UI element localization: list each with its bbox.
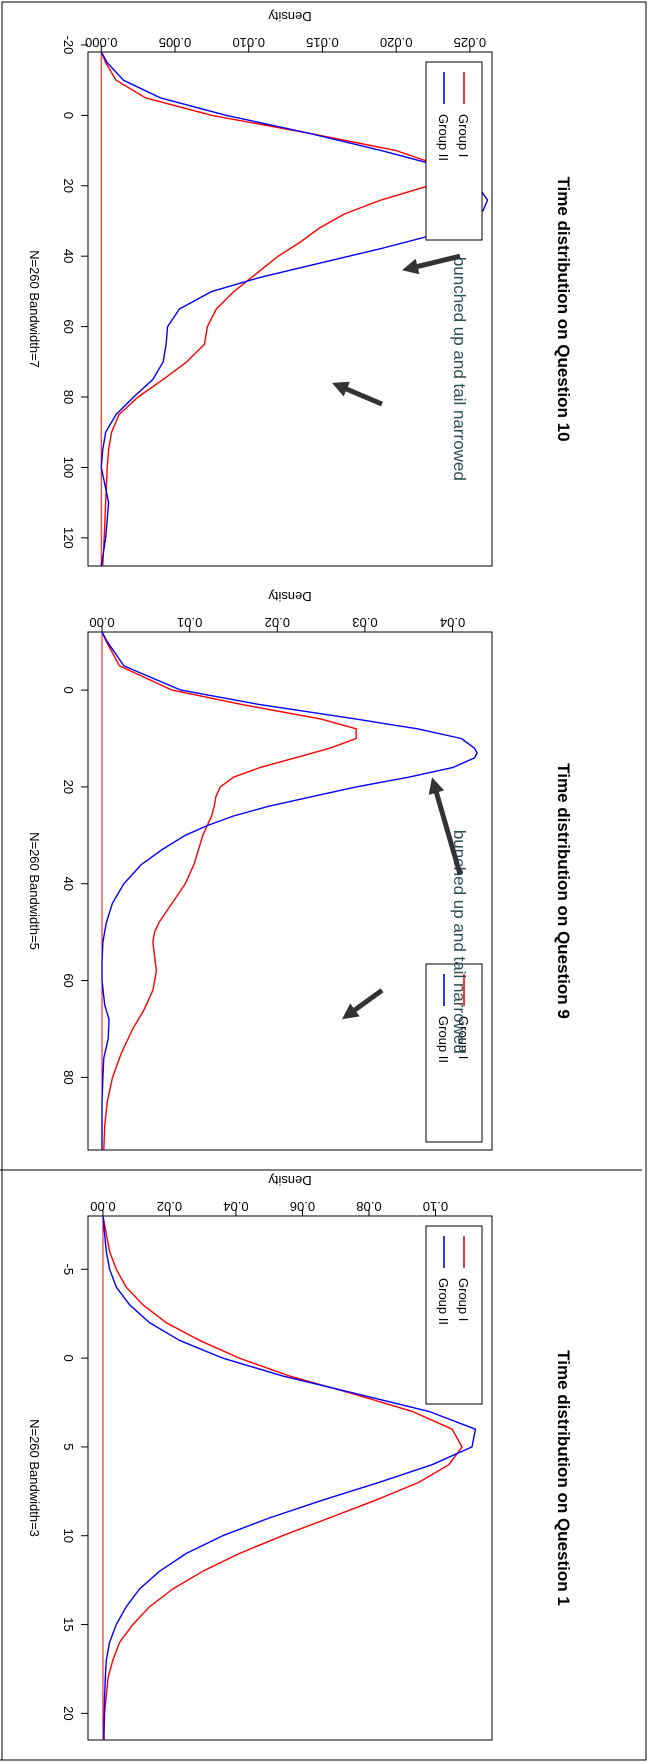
x-tick-label: 20 xyxy=(61,179,76,193)
x-tick-label: 40 xyxy=(61,877,76,891)
y-tick-label: 0.015 xyxy=(306,35,339,50)
chart-panel-2: Time distribution on Question 9 0 20 40 60 80… xyxy=(0,589,642,1171)
series-line-group-i xyxy=(101,631,357,1151)
legend-label: Group II xyxy=(436,1278,451,1325)
legend-label: Group I xyxy=(456,114,471,157)
annotation-arrow xyxy=(413,253,461,270)
legend-label: Group I xyxy=(456,1278,471,1321)
x-tick-label: 80 xyxy=(61,390,76,404)
x-tick-label: 100 xyxy=(61,457,76,479)
panels: Time distribution on Question 1 -5 0 5 10 15 2… xyxy=(0,9,642,1761)
x-axis-label: N=260 Bandwidth=7 xyxy=(27,250,42,368)
plot-box xyxy=(87,631,493,1151)
y-tick-label: 0.020 xyxy=(380,35,413,50)
x-axis-label: N=260 Bandwidth=3 xyxy=(27,1419,42,1537)
annotation-text: bunched up and tail narrowed xyxy=(450,257,469,481)
legend-label: Group II xyxy=(436,1016,451,1063)
y-axis-label: Density xyxy=(268,9,312,24)
series-line-group-i xyxy=(102,1215,463,1741)
series-line-group-ii xyxy=(101,631,478,1150)
legend-label: Group I xyxy=(456,1016,471,1059)
y-tick-label: 0.03 xyxy=(352,615,377,630)
annotation-arrowhead xyxy=(342,1003,360,1020)
annotation-arrow xyxy=(350,988,384,1015)
y-tick-label: 0.005 xyxy=(159,35,192,50)
x-tick-label: 0 xyxy=(61,112,76,119)
y-tick-label: 0.06 xyxy=(290,1199,315,1214)
x-tick-label: 40 xyxy=(61,249,76,263)
x-tick-label: 20 xyxy=(61,1706,76,1720)
x-tick-label: 60 xyxy=(61,973,76,987)
x-tick-label: -5 xyxy=(61,1264,76,1276)
y-tick-label: 0.02 xyxy=(157,1199,182,1214)
x-tick-label: 20 xyxy=(61,780,76,794)
annotation-arrowhead xyxy=(332,381,350,397)
chart-title: Time distribution on Question 10 xyxy=(554,176,573,441)
annotation-arrow xyxy=(432,788,463,875)
x-tick-label: 5 xyxy=(61,1443,76,1450)
y-tick-label: 0.010 xyxy=(232,35,265,50)
y-tick-label: 0.01 xyxy=(177,615,202,630)
y-tick-label: 0.000 xyxy=(85,35,118,50)
y-tick-label: 0.025 xyxy=(454,35,487,50)
legend-box xyxy=(425,1225,483,1405)
annotation-text: bunched up and tail narrowed xyxy=(450,830,469,1054)
legend-box xyxy=(425,61,483,241)
legend-box xyxy=(425,963,483,1143)
series-line-group-ii xyxy=(102,1215,477,1740)
x-tick-label: 10 xyxy=(61,1528,76,1542)
chart-panel-1: Time distribution on Question 1 -5 0 5 10 15 2… xyxy=(0,1173,642,1761)
y-tick-label: 0.00 xyxy=(90,1199,115,1214)
y-tick-label: 0.08 xyxy=(356,1199,381,1214)
x-tick-label: 80 xyxy=(61,1070,76,1084)
chart-title: Time distribution on Question 1 xyxy=(554,1350,573,1606)
x-tick-label: 0 xyxy=(61,686,76,693)
x-tick-label: 15 xyxy=(61,1617,76,1631)
y-tick-label: 0.04 xyxy=(223,1199,248,1214)
x-axis-label: N=260 Bandwidth=5 xyxy=(27,832,42,950)
series-line-group-ii xyxy=(100,51,489,567)
y-tick-label: 0.02 xyxy=(265,615,290,630)
annotation-arrowhead xyxy=(428,777,445,795)
chart-title: Time distribution on Question 9 xyxy=(554,763,573,1019)
annotation-arrowhead xyxy=(402,258,420,275)
y-axis-label: Density xyxy=(268,1173,312,1188)
legend-label: Group II xyxy=(436,114,451,161)
y-tick-label: 0.00 xyxy=(89,615,114,630)
x-tick-label: 0 xyxy=(61,1354,76,1361)
annotation-arrow xyxy=(342,385,383,407)
x-tick-label: -20 xyxy=(61,36,76,55)
y-tick-label: 0.04 xyxy=(440,615,465,630)
y-axis-label: Density xyxy=(268,589,312,604)
plot-box xyxy=(87,51,493,567)
plot-box xyxy=(87,1215,493,1741)
x-tick-label: 60 xyxy=(61,319,76,333)
x-tick-label: 120 xyxy=(61,527,76,549)
chart-panel-3: Time distribution on Question 10 -20 0 20 40… xyxy=(27,9,573,567)
y-tick-label: 0.10 xyxy=(423,1199,448,1214)
